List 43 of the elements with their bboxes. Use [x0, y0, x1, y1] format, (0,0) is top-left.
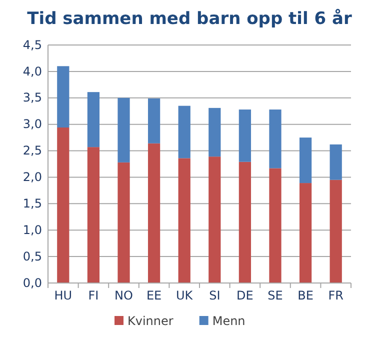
y-tick-label: 3,5 — [22, 90, 42, 105]
bar — [148, 98, 160, 144]
legend-label: Kvinner — [128, 314, 174, 328]
bar — [330, 144, 342, 180]
bar — [299, 183, 312, 283]
x-tick-label: FR — [328, 288, 344, 303]
bar — [269, 110, 282, 168]
bar — [238, 110, 252, 162]
y-tick-label: 3,0 — [22, 117, 42, 132]
y-tick-label: 0,5 — [22, 249, 42, 264]
x-tick-label: BE — [298, 288, 314, 303]
bar — [330, 180, 342, 283]
bar — [57, 66, 70, 128]
bar — [87, 147, 100, 283]
bar — [87, 92, 100, 148]
x-tick-label: SE — [268, 288, 283, 303]
bar — [178, 106, 190, 158]
chart-title: Tid sammen med barn opp til 6 år — [27, 8, 352, 29]
bar — [148, 143, 160, 283]
legend-label: Menn — [212, 314, 246, 328]
bar — [178, 158, 190, 283]
x-tick-label: NO — [114, 288, 133, 303]
y-tick-label: 1,0 — [22, 222, 42, 237]
y-tick-label: 2,0 — [22, 170, 42, 184]
x-tick-label: UK — [176, 288, 194, 303]
bar — [208, 108, 221, 157]
bar — [118, 98, 130, 162]
y-tick-label: 4,5 — [22, 38, 42, 52]
bar — [118, 162, 130, 283]
y-tick-label: 2,5 — [22, 144, 42, 158]
y-tick-label: 1,5 — [22, 196, 42, 211]
x-tick-label: FI — [88, 288, 99, 303]
x-tick-label: HU — [54, 288, 72, 303]
x-tick-label: EE — [146, 288, 162, 303]
y-tick-label: 4,0 — [22, 64, 42, 78]
bar — [299, 138, 312, 184]
x-tick-label: DE — [236, 288, 254, 303]
bar — [57, 128, 70, 283]
y-tick-label: 0,0 — [22, 276, 42, 290]
bar — [208, 156, 221, 283]
bar — [269, 168, 282, 283]
bar — [238, 162, 252, 283]
x-tick-label: SI — [209, 288, 220, 303]
